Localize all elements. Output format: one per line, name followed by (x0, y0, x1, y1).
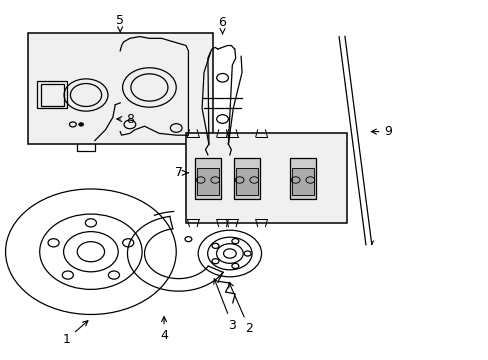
Bar (41, 84, 64, 106)
Bar (197, 168, 219, 195)
Text: 3: 3 (213, 279, 236, 332)
Text: 5: 5 (116, 14, 124, 32)
Text: 7: 7 (174, 166, 188, 179)
Text: 4: 4 (160, 317, 168, 342)
Text: 8: 8 (117, 113, 134, 126)
Bar (289, 158, 316, 199)
Bar (185, 134, 346, 223)
Text: 9: 9 (371, 125, 391, 138)
Bar (236, 168, 257, 195)
Text: 2: 2 (228, 282, 253, 335)
Bar (27, 33, 212, 144)
Text: 6: 6 (218, 16, 226, 34)
Bar (194, 158, 221, 199)
Bar (291, 168, 313, 195)
Bar (233, 158, 260, 199)
Bar (77, 137, 95, 151)
Bar (37, 81, 67, 108)
Circle shape (79, 123, 83, 126)
Text: 1: 1 (62, 321, 88, 346)
